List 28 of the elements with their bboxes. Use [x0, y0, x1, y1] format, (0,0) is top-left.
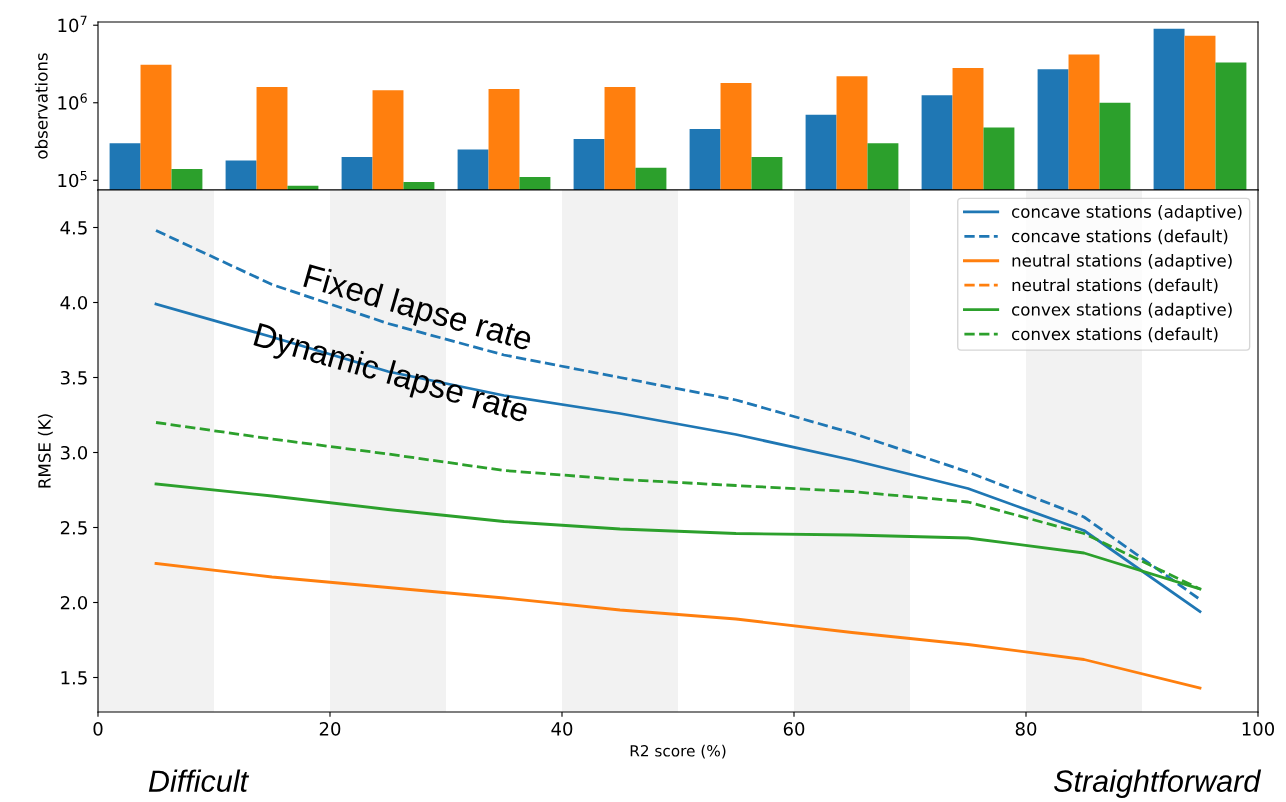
y-tick-label: 2.0 — [60, 595, 88, 610]
text: Difficult — [148, 769, 250, 792]
y-tick-label: 2.5 — [60, 520, 87, 535]
legend-label: concave stations (default) — [1011, 229, 1228, 245]
y-tick-label: 4.5 — [60, 221, 87, 235]
y-tick-label: 4.0 — [60, 295, 88, 310]
line-series — [154, 562, 1202, 690]
y-tick-label: 3.5 — [60, 370, 87, 385]
x-tick-label: 20 — [319, 722, 341, 736]
y-tick-label: 10$^{6}$ — [58, 93, 87, 110]
legend-label: concave stations (adaptive) — [1011, 205, 1242, 222]
y-axis-title: observations — [34, 53, 48, 159]
y-tick-label: 10$^{7}$ — [58, 15, 87, 33]
x-axis-title: R2 score (%) — [630, 744, 726, 759]
text: Straightforward — [1053, 769, 1262, 798]
x-tick-label: 80 — [1015, 722, 1037, 736]
y-tick-label: 3.0 — [60, 445, 88, 460]
y-tick-label: 1.5 — [61, 671, 87, 685]
y-axis-title: RMSE (K) — [37, 414, 53, 488]
legend-label: neutral stations (adaptive) — [1012, 253, 1232, 271]
legend-label: convex stations (default) — [1011, 327, 1218, 343]
x-tick-label: 60 — [783, 722, 805, 736]
legend-label: convex stations (adaptive) — [1011, 302, 1232, 319]
x-tick-label: 0 — [93, 722, 103, 736]
legend-label: neutral stations (default) — [1012, 278, 1218, 294]
x-tick-label: 100 — [1242, 722, 1275, 736]
y-tick-label: 10$^{5}$ — [58, 170, 87, 188]
x-tick-label: 40 — [551, 722, 573, 736]
